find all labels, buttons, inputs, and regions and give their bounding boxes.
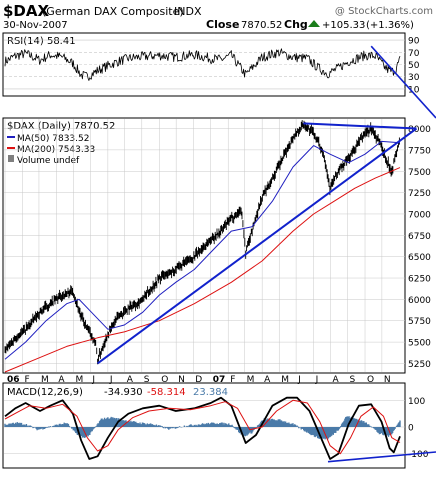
chg-label: Chg bbox=[284, 18, 308, 31]
price-tick-5750: 5750 bbox=[408, 317, 431, 327]
price-tick-7000: 7000 bbox=[408, 210, 431, 220]
chart-date: 30-Nov-2007 bbox=[3, 20, 68, 31]
ma50-legend-label: MA(50) 7833.52 bbox=[17, 134, 89, 144]
x-tick-16: M bbox=[281, 375, 289, 385]
rsi-tick-10: 10 bbox=[408, 85, 420, 95]
macd-signal-line bbox=[4, 399, 401, 455]
macd-histogram bbox=[4, 416, 401, 440]
macd-tick--100: -100 bbox=[408, 450, 429, 460]
exchange-label: INDX bbox=[174, 5, 202, 18]
chg-pct: (+1.36%) bbox=[366, 20, 414, 31]
ma200-line bbox=[4, 167, 401, 373]
macd-tick-100: 100 bbox=[408, 397, 425, 407]
close-label: Close bbox=[206, 18, 239, 31]
macd-legend-macd: -34.930 bbox=[104, 387, 143, 398]
x-tick-22: N bbox=[384, 375, 391, 385]
company-name: (German DAX Composite) bbox=[42, 5, 184, 18]
x-tick-6: J bbox=[109, 375, 113, 385]
macd-legend: MACD(12,26,9) -34.930 -58.314 23.384 bbox=[7, 387, 228, 398]
price-tick-6250: 6250 bbox=[408, 275, 431, 285]
price-tick-5500: 5500 bbox=[408, 339, 431, 349]
x-tick-1: F bbox=[24, 375, 29, 385]
macd-legend-label: MACD(12,26,9) bbox=[7, 387, 83, 398]
rsi-trendline-0 bbox=[370, 45, 436, 119]
price-tick-7500: 7500 bbox=[408, 168, 431, 178]
rsi-tick-50: 50 bbox=[408, 61, 420, 71]
x-tick-20: S bbox=[350, 375, 356, 385]
x-tick-14: M bbox=[247, 375, 255, 385]
x-tick-4: M bbox=[76, 375, 84, 385]
x-tick-10: N bbox=[178, 375, 185, 385]
chg-value: +105.33 bbox=[322, 20, 365, 31]
macd-panel bbox=[2, 382, 406, 469]
price-tick-7750: 7750 bbox=[408, 146, 431, 156]
price-trendline-0 bbox=[96, 127, 418, 365]
x-tick-3: A bbox=[58, 375, 65, 385]
x-tick-7: A bbox=[127, 375, 134, 385]
macd-legend-signal: -58.314 bbox=[147, 387, 186, 398]
x-tick-17: J bbox=[297, 375, 301, 385]
rsi-tick-70: 70 bbox=[408, 49, 420, 59]
x-tick-18: J bbox=[315, 375, 319, 385]
volume-legend: Volume undef bbox=[8, 155, 80, 166]
x-tick-19: A bbox=[332, 375, 339, 385]
macd-tick-0: 0 bbox=[408, 424, 414, 434]
x-tick-8: S bbox=[144, 375, 150, 385]
x-tick-21: O bbox=[367, 375, 374, 385]
ma50-line bbox=[4, 140, 401, 360]
x-tick-5: J bbox=[91, 375, 95, 385]
price-tick-6000: 6000 bbox=[408, 296, 431, 306]
price-tick-6750: 6750 bbox=[408, 232, 431, 242]
price-tick-6500: 6500 bbox=[408, 253, 431, 263]
rsi-tick-90: 90 bbox=[408, 37, 420, 47]
ma50-legend: MA(50) 7833.52 bbox=[7, 134, 89, 144]
price-tick-5250: 5250 bbox=[408, 360, 431, 370]
x-tick-2: M bbox=[41, 375, 49, 385]
price-tick-7250: 7250 bbox=[408, 189, 431, 199]
close-value: 7870.52 bbox=[241, 20, 282, 31]
x-tick-15: A bbox=[264, 375, 271, 385]
rsi-line bbox=[4, 48, 401, 81]
volume-legend-label: Volume undef bbox=[17, 156, 80, 166]
price-panel bbox=[2, 117, 406, 374]
volume-legend-swatch bbox=[8, 155, 14, 162]
price-tick-8000: 8000 bbox=[408, 125, 431, 135]
rsi-legend: RSI(14) 58.41 bbox=[7, 36, 76, 47]
price-trendline-1 bbox=[303, 122, 417, 130]
price-bars bbox=[4, 120, 400, 365]
symbol-title: $DAX bbox=[3, 2, 49, 20]
rsi-tick-30: 30 bbox=[408, 73, 420, 83]
x-tick-11: D bbox=[195, 375, 202, 385]
price-title: $DAX (Daily) 7870.52 bbox=[7, 121, 115, 132]
macd-trendline-0 bbox=[327, 451, 436, 463]
watermark: @ StockCharts.com bbox=[335, 6, 433, 17]
x-tick-12: 07 bbox=[213, 375, 226, 385]
x-tick-0: 06 bbox=[7, 375, 20, 385]
arrow-up-icon bbox=[308, 20, 320, 27]
macd-legend-hist: 23.384 bbox=[193, 387, 228, 398]
x-tick-9: O bbox=[161, 375, 168, 385]
x-tick-13: F bbox=[230, 375, 235, 385]
